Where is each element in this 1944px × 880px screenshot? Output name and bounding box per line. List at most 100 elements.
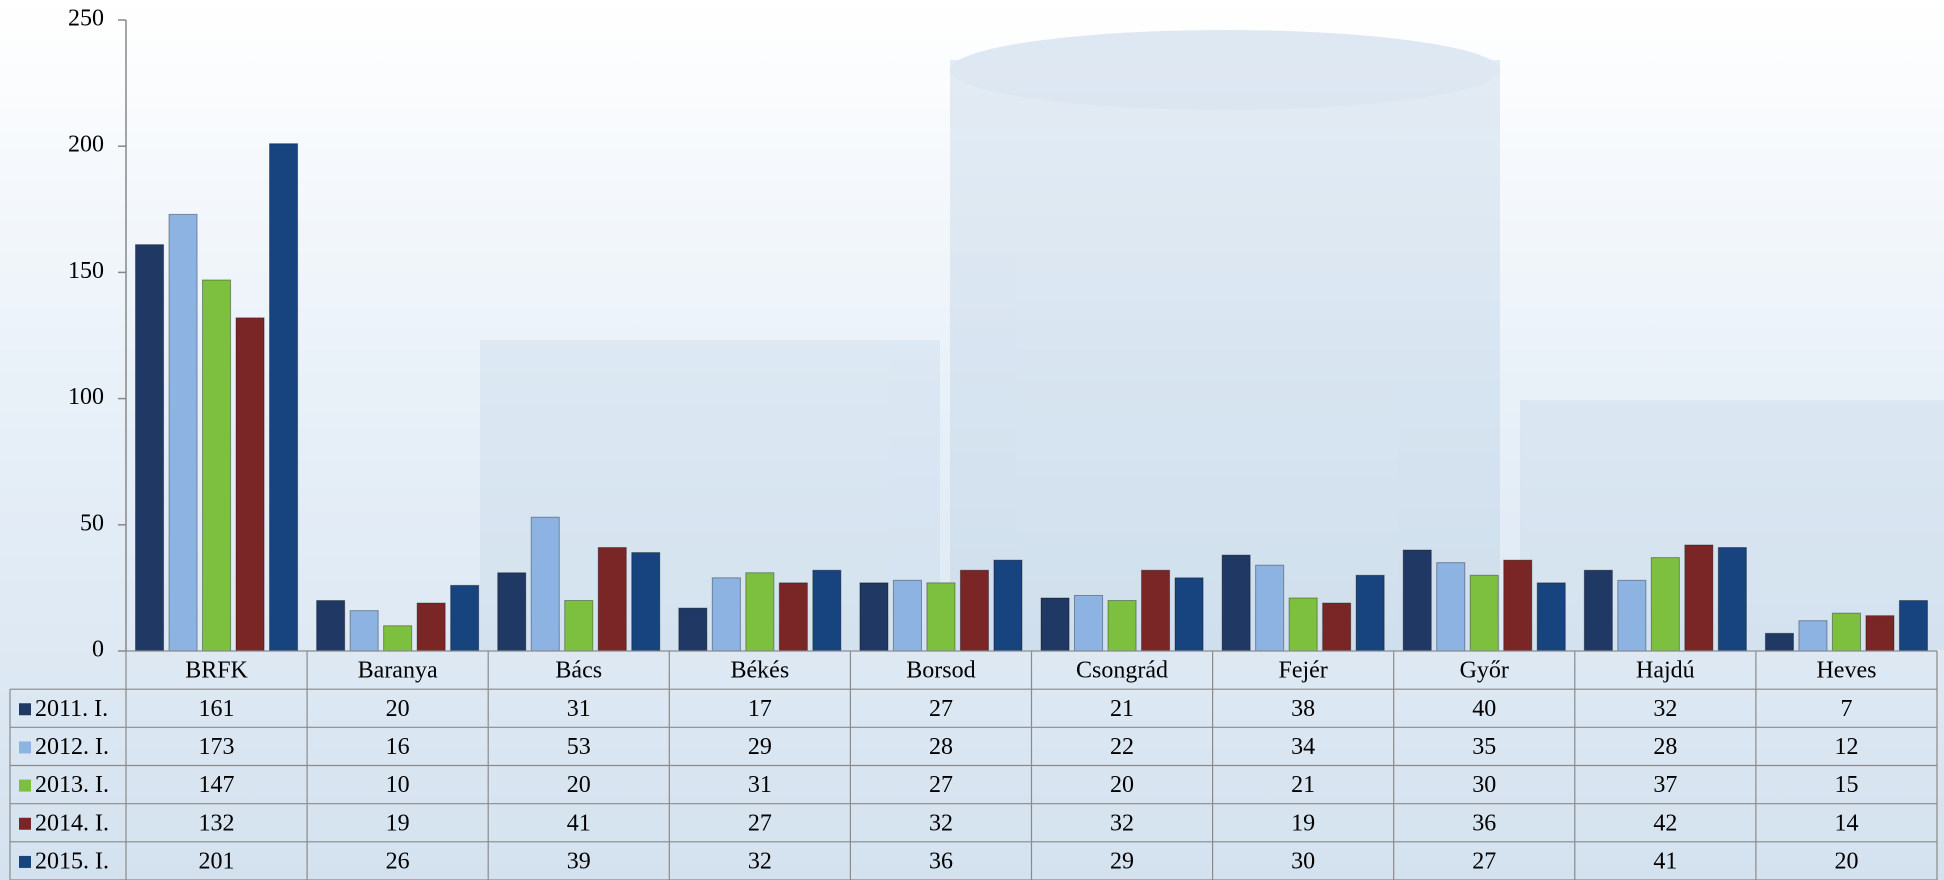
bar — [1107, 600, 1137, 652]
legend-key — [19, 779, 31, 792]
bar — [235, 317, 265, 652]
x-tick-label: Heves — [1816, 658, 1876, 684]
table-cell: 38 — [1291, 696, 1315, 722]
table-cell: 20 — [567, 772, 591, 798]
bar — [1650, 557, 1680, 652]
table-cell: 20 — [386, 696, 410, 722]
y-tick-label: 200 — [68, 132, 104, 158]
table-cell: 32 — [1110, 810, 1134, 836]
x-tick-label: Békés — [731, 658, 790, 684]
bar — [316, 600, 346, 652]
table-cell: 41 — [1653, 848, 1677, 874]
table-cell: 19 — [1291, 810, 1315, 836]
y-tick-label: 100 — [68, 384, 104, 410]
bar — [959, 569, 989, 652]
bar — [993, 559, 1023, 652]
table-cell: 28 — [929, 734, 953, 760]
bar — [926, 582, 956, 652]
bar — [1717, 547, 1747, 652]
table-cell: 22 — [1110, 734, 1134, 760]
legend-label: 2011. I. — [35, 696, 108, 722]
y-tick-label: 150 — [68, 258, 104, 284]
table-cell: 7 — [1840, 696, 1852, 722]
table-cell: 27 — [1472, 848, 1496, 874]
x-tick-label: Borsod — [906, 658, 975, 684]
table-cell: 29 — [748, 734, 772, 760]
table-cell: 14 — [1834, 810, 1858, 836]
table-cell: 132 — [199, 810, 235, 836]
table-cell: 161 — [199, 696, 235, 722]
bar — [564, 600, 594, 652]
x-tick-label: Győr — [1460, 658, 1509, 684]
bar — [778, 582, 808, 652]
bar — [1764, 632, 1794, 652]
table-cell: 31 — [748, 772, 772, 798]
bar — [1040, 597, 1070, 652]
bar — [1536, 582, 1566, 652]
bar — [1831, 612, 1861, 652]
bar — [168, 213, 198, 652]
table-cell: 36 — [929, 848, 953, 874]
table-cell: 201 — [199, 848, 235, 874]
table-cell: 30 — [1291, 848, 1315, 874]
table-cell: 32 — [748, 848, 772, 874]
bar — [812, 569, 842, 652]
bar — [497, 572, 527, 652]
y-tick-label: 250 — [68, 6, 104, 32]
x-tick-label: Bács — [555, 658, 602, 684]
table-cell: 12 — [1834, 734, 1858, 760]
table-cell: 40 — [1472, 696, 1496, 722]
bar — [1174, 577, 1204, 652]
table-cell: 27 — [929, 772, 953, 798]
bar — [678, 607, 708, 652]
bar — [892, 579, 922, 652]
table-cell: 37 — [1653, 772, 1677, 798]
x-tick-label: BRFK — [185, 658, 248, 684]
x-tick-label: Baranya — [358, 658, 438, 684]
bar — [1221, 554, 1251, 652]
table-cell: 15 — [1834, 772, 1858, 798]
table-cell: 29 — [1110, 848, 1134, 874]
bar — [1865, 615, 1895, 652]
bar — [383, 625, 413, 652]
bar — [597, 547, 627, 652]
table-cell: 35 — [1472, 734, 1496, 760]
table-cell: 28 — [1653, 734, 1677, 760]
table-cell: 20 — [1834, 848, 1858, 874]
bar — [1684, 544, 1714, 652]
table-cell: 21 — [1110, 696, 1134, 722]
legend-label: 2014. I. — [35, 810, 109, 836]
y-tick-label: 50 — [80, 510, 104, 536]
x-tick-label: Csongrád — [1076, 658, 1168, 684]
table-cell: 31 — [567, 696, 591, 722]
table-cell: 26 — [386, 848, 410, 874]
bar — [711, 577, 741, 652]
bar — [1898, 600, 1928, 652]
legend-key — [19, 741, 31, 754]
table-cell: 21 — [1291, 772, 1315, 798]
legend-label: 2013. I. — [35, 772, 109, 798]
table-cell: 53 — [567, 734, 591, 760]
table-cell: 42 — [1653, 810, 1677, 836]
bar — [1288, 597, 1318, 652]
table-cell: 32 — [1653, 696, 1677, 722]
bar — [349, 610, 379, 652]
bar — [416, 602, 446, 652]
table-cell: 20 — [1110, 772, 1134, 798]
table-cell: 27 — [748, 810, 772, 836]
table-cell: 147 — [199, 772, 235, 798]
x-tick-label: Hajdú — [1636, 658, 1695, 684]
table-cell: 36 — [1472, 810, 1496, 836]
legend-key — [19, 817, 31, 830]
table-cell: 34 — [1291, 734, 1315, 760]
bar — [1355, 574, 1385, 652]
table-cell: 32 — [929, 810, 953, 836]
table-cell: 39 — [567, 848, 591, 874]
bar — [1322, 602, 1352, 652]
table-cell: 173 — [199, 734, 235, 760]
bar — [745, 572, 775, 652]
bar — [1074, 594, 1104, 652]
legend-label: 2015. I. — [35, 848, 109, 874]
